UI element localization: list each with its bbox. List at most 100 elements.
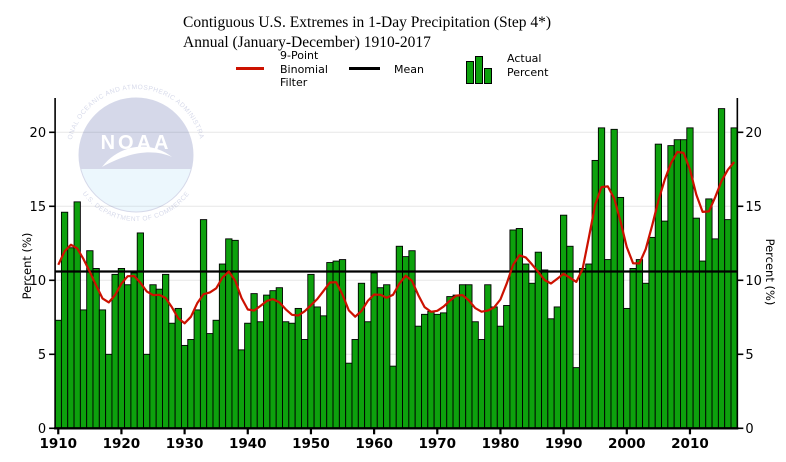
bar-1976: [471, 321, 479, 429]
filter-legend-label: 9-Point Binomial Filter: [280, 49, 328, 90]
bar-1914: [79, 309, 88, 429]
noaa-logo-ring: [78, 97, 194, 213]
bar-2008: [673, 139, 681, 429]
noaa-logo-text: NOAA: [101, 132, 172, 154]
bar-1936: [218, 263, 227, 429]
bar-1951: [313, 306, 321, 429]
bar-1952: [319, 315, 328, 429]
bar-1961: [376, 287, 385, 429]
bar-1953: [326, 262, 334, 429]
bar-1931: [187, 339, 195, 429]
bar-2016: [724, 219, 732, 429]
bar-1933: [199, 219, 208, 429]
x-tick-1940: 1940: [229, 436, 267, 452]
bar-1972: [446, 296, 454, 429]
x-tick-1970: 1970: [418, 436, 456, 452]
bar-1912: [67, 247, 75, 429]
actual-percent-bars-icon: [466, 56, 492, 84]
bar-1962: [383, 284, 391, 429]
bar-1997: [604, 259, 612, 429]
actual-legend-line-1: Actual: [507, 52, 542, 65]
bar-2004: [648, 236, 656, 429]
bar-2009: [680, 139, 688, 429]
bar-1969: [427, 310, 435, 429]
bar-1943: [263, 294, 271, 429]
y-tick-left-5: 5: [38, 348, 46, 363]
bar-1911: [60, 211, 69, 429]
x-tick-labels: 1910 1920 1930 1940 1950 1960 1970 1980 1990 2000…: [39, 428, 709, 452]
bar-1920: [117, 268, 126, 429]
x-tick-1930: 1930: [166, 436, 204, 452]
actual-percent-legend-label: Actual Percent: [507, 52, 548, 79]
bar-1913: [73, 201, 81, 429]
bar-1910: [54, 319, 62, 429]
bar-1944: [269, 290, 277, 429]
filter-legend-line-3: Filter: [280, 76, 308, 89]
bar-1928: [168, 322, 176, 429]
bar-1993: [578, 268, 587, 429]
bar-1942: [256, 321, 265, 429]
bar-1991: [566, 245, 574, 429]
bar-1923: [136, 232, 144, 429]
bar-1989: [553, 306, 561, 429]
bar-1926: [155, 288, 163, 429]
x-tick-1950: 1950: [292, 436, 330, 452]
x-tick-1910: 1910: [39, 436, 77, 452]
bar-1966: [408, 250, 416, 429]
bar-1984: [522, 263, 530, 429]
mean-line-sample: [349, 67, 380, 70]
bar-2017: [730, 127, 738, 429]
bar-2005: [654, 143, 662, 429]
bar-1963: [389, 365, 397, 429]
x-tick-1990: 1990: [545, 436, 583, 452]
bar-1970: [433, 313, 441, 429]
bar-1964: [395, 245, 403, 429]
bar-1947: [288, 322, 296, 429]
bar-1965: [402, 256, 410, 429]
filter-legend-line-1: 9-Point: [280, 49, 319, 62]
bar-1994: [585, 263, 593, 429]
bar-1949: [301, 339, 309, 429]
bar-1937: [225, 238, 233, 429]
x-tick-1980: 1980: [482, 436, 520, 452]
x-tick-2010: 2010: [671, 436, 709, 452]
bar-1930: [180, 344, 189, 429]
bar-1967: [414, 325, 422, 429]
legend: 9-Point Binomial Filter Mean Actual Perc…: [0, 0, 786, 100]
bar-1974: [458, 284, 467, 429]
y-axis-label-left: Percent (%): [20, 233, 34, 300]
title-line-1: Contiguous U.S. Extremes in 1-Day Precip…: [183, 14, 552, 31]
bar-2002: [635, 259, 644, 429]
bar-1986: [534, 251, 542, 429]
bar-1938: [231, 239, 239, 429]
bar-2012: [698, 260, 707, 429]
actual-legend-line-2: Percent: [507, 65, 549, 79]
bar-1925: [149, 284, 157, 429]
bar-1934: [206, 333, 214, 429]
bar-1958: [357, 282, 366, 429]
bars-icon-bar-2: [475, 56, 483, 84]
bar-1957: [351, 339, 359, 429]
bar-1988: [547, 318, 555, 429]
bar-2006: [661, 220, 669, 429]
bar-1968: [421, 313, 429, 429]
bar-2000: [623, 307, 631, 429]
bar-1973: [452, 294, 460, 429]
bar-1956: [345, 362, 353, 429]
bars-icon-bar-3: [484, 68, 492, 84]
y-tick-right-10: 10: [745, 274, 762, 289]
y-axis-label-right: Percent (%): [763, 239, 777, 306]
noaa-logo-sky: [79, 97, 193, 169]
bar-2015: [717, 108, 726, 429]
bar-2014: [711, 238, 719, 429]
y-tick-right-0: 0: [745, 422, 753, 437]
bar-1959: [364, 321, 372, 429]
y-tick-left-15: 15: [30, 200, 47, 215]
bar-1922: [130, 272, 138, 429]
bar-1941: [250, 293, 258, 429]
y-tick-right-20: 20: [745, 126, 762, 141]
actual-percent-bars: [54, 108, 738, 429]
bar-1979: [490, 306, 498, 429]
